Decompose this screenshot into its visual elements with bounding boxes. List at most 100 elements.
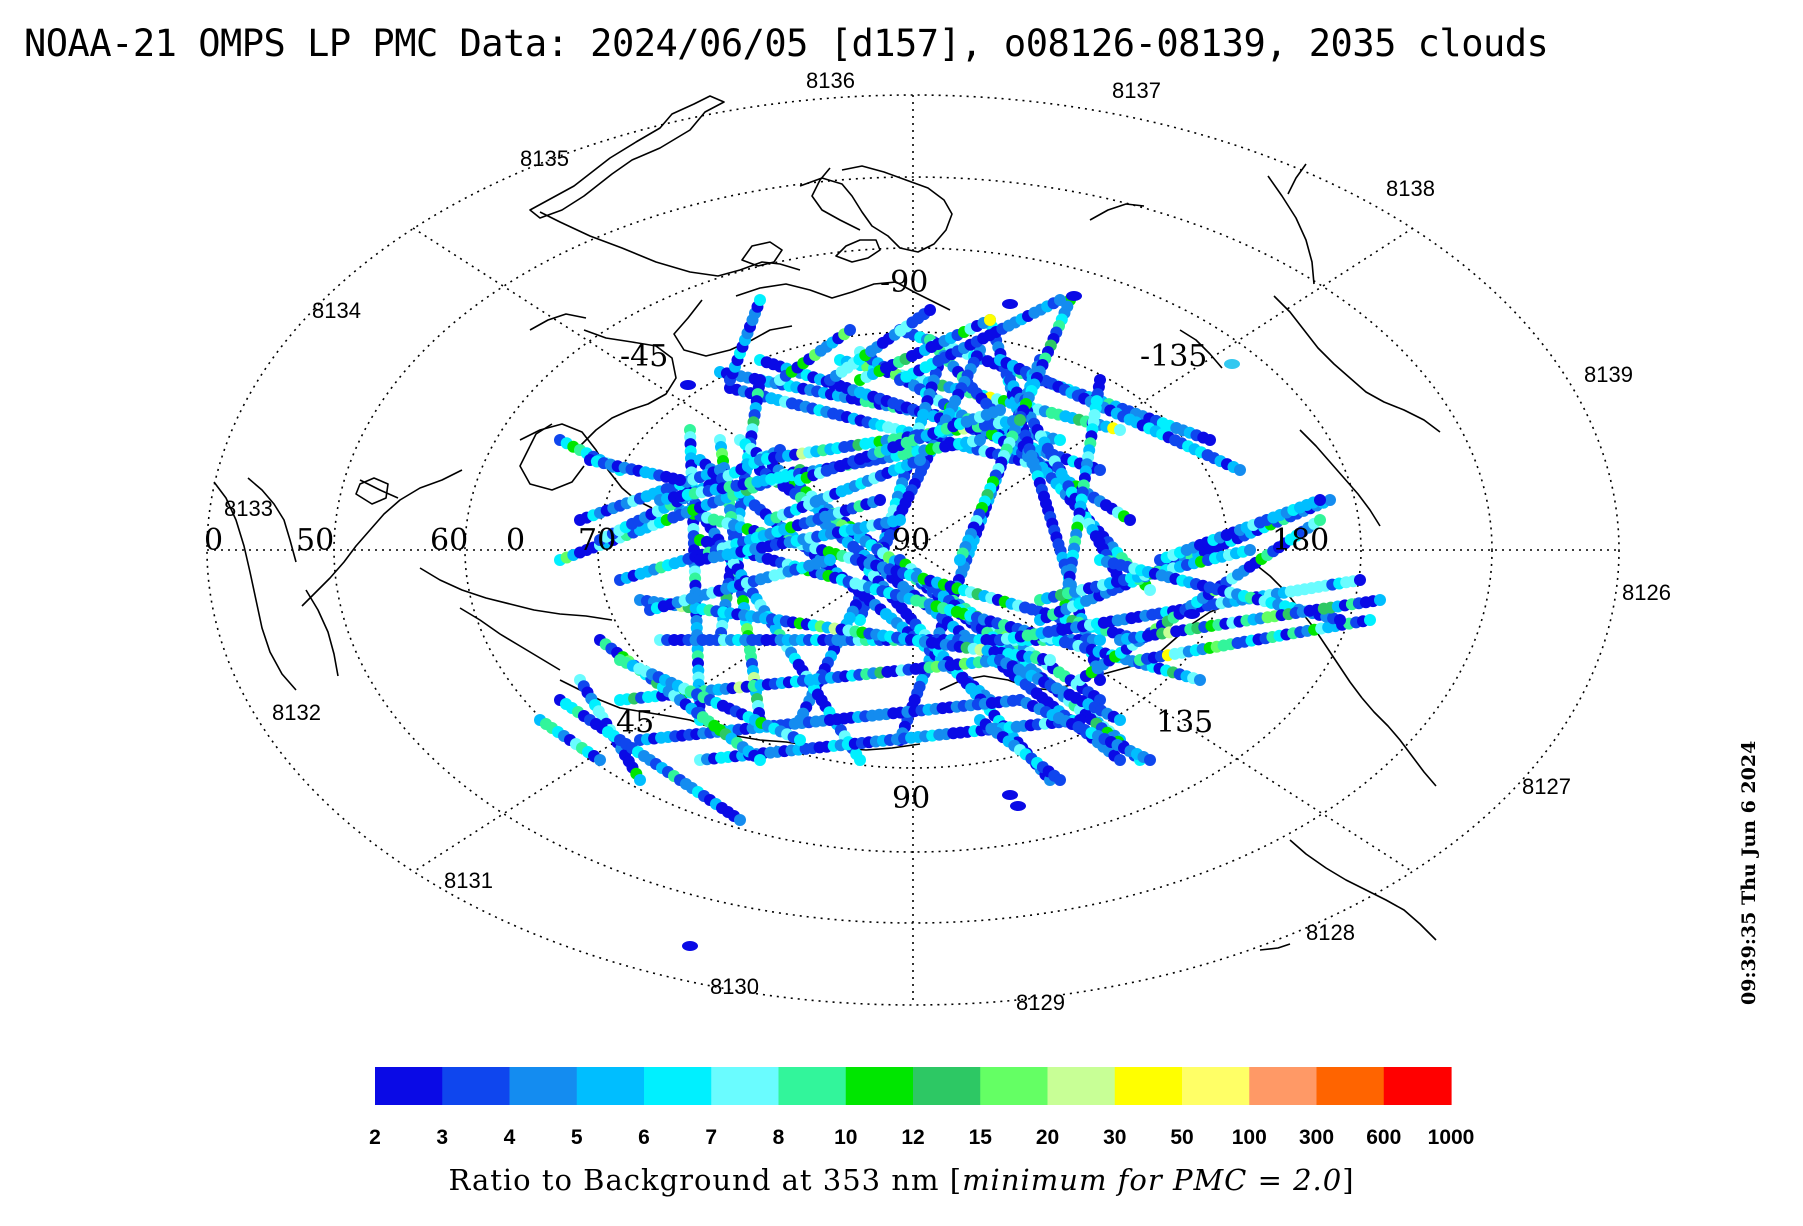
colorbar-tick-label: 2 [369, 1126, 381, 1149]
longitude-label: -90 [880, 265, 928, 300]
colorbar-swatch [1316, 1067, 1385, 1105]
orbit-label: 8138 [1386, 176, 1435, 201]
pmc-observation-point [924, 304, 936, 316]
pmc-observation-point [1066, 291, 1082, 301]
longitude-label: 180 [1272, 523, 1329, 558]
pmc-observation-point [794, 734, 806, 746]
colorbar-swatch [1047, 1067, 1116, 1105]
pmc-observation-point [874, 494, 886, 506]
colorbar-swatch [1114, 1067, 1183, 1105]
pmc-observation-point [1094, 464, 1106, 476]
longitude-label: 90 [892, 781, 930, 816]
pmc-observation-point [674, 474, 686, 486]
pmc-observation-point [1234, 464, 1246, 476]
longitude-label: -45 [620, 339, 668, 374]
colorbar-tick-label: 3 [436, 1126, 448, 1149]
colorbar-swatch [375, 1067, 443, 1105]
pmc-observation-point [1184, 609, 1200, 619]
pmc-observation-point [1334, 614, 1346, 626]
pmc-observation-point [894, 514, 906, 526]
latitude-label: 50 [296, 523, 334, 558]
colorbar-title-suffix: ] [1342, 1163, 1355, 1197]
pmc-observation-point [1010, 801, 1026, 811]
pmc-observation-point [1054, 434, 1066, 446]
colorbar [375, 1067, 1452, 1105]
colorbar-tick-label: 15 [969, 1126, 993, 1149]
pmc-observation-point [854, 754, 866, 766]
pmc-observation-point [1144, 754, 1156, 766]
colorbar-swatch [980, 1067, 1049, 1105]
colorbar-swatch [845, 1067, 914, 1105]
colorbar-swatch [644, 1067, 712, 1105]
colorbar-tick-label: 600 [1366, 1126, 1401, 1149]
colorbar-tick-label: 20 [1036, 1126, 1059, 1149]
colorbar-tick-label: 4 [504, 1126, 516, 1149]
pmc-observation-point [1114, 754, 1126, 766]
colorbar-swatch [442, 1067, 511, 1105]
pmc-observation-point [914, 454, 926, 466]
map-title: NOAA-21 OMPS LP PMC Data: 2024/06/05 [d1… [24, 22, 1549, 65]
longitude-label: 135 [1156, 705, 1213, 740]
pmc-observation-point [1364, 614, 1376, 626]
pmc-observation-point [594, 754, 606, 766]
lat-circle-50 [206, 94, 1620, 1006]
pmc-observation-point [1014, 414, 1026, 426]
pmc-observation-point [1002, 790, 1018, 800]
pmc-observation-point [1054, 294, 1066, 306]
pmc-observation-point [1144, 584, 1156, 596]
colorbar-tick-label: 30 [1103, 1126, 1126, 1149]
pmc-observation-point [1224, 359, 1240, 369]
timestamp: 09:39:35 Thu Jun 6 2024 [1738, 740, 1760, 1005]
latitude-label: 60 [430, 523, 468, 558]
orbit-label: 8139 [1584, 362, 1633, 387]
orbit-labels: 8136 8137 8135 8138 8134 8139 8133 8126 … [224, 68, 1671, 1015]
colorbar-tick-label: 8 [773, 1126, 785, 1149]
colorbar-tick-label: 300 [1299, 1126, 1334, 1149]
colorbar-swatch [913, 1067, 981, 1105]
colorbar-swatch [1383, 1067, 1452, 1105]
pmc-observation-point [682, 941, 698, 951]
pmc-observation-point [1114, 714, 1126, 726]
colorbar-title-prefix: Ratio to Background at 353 nm [ [448, 1163, 963, 1197]
orbit-label: 8137 [1112, 78, 1161, 103]
colorbar-tick-label: 1000 [1428, 1126, 1475, 1149]
colorbar-swatch [1182, 1067, 1250, 1105]
pmc-observation-point [1094, 634, 1106, 646]
orbit-label: 8132 [272, 700, 321, 725]
colorbar-tick-label: 100 [1232, 1126, 1267, 1149]
pmc-observation-point [734, 814, 746, 826]
colorbar-swatch [576, 1067, 645, 1105]
latitude-labels: 0 50 60 70 90 [204, 523, 930, 558]
latitude-label: 0 [204, 523, 223, 558]
pmc-observation-point [754, 754, 766, 766]
orbit-label: 8134 [312, 298, 361, 323]
pmc-observation-point [1044, 654, 1056, 666]
pmc-observation-point [1244, 544, 1256, 556]
colorbar-tick-label: 12 [901, 1126, 924, 1149]
longitude-grid [207, 95, 1619, 1005]
pmc-observation-point [1324, 494, 1336, 506]
pmc-observation-point [1094, 674, 1106, 686]
colorbar-swatch [778, 1067, 847, 1105]
pmc-observation-point [824, 554, 836, 566]
pmc-observation-point [844, 324, 856, 336]
pmc-observation-point [1354, 574, 1366, 586]
longitude-label: 45 [616, 705, 654, 740]
orbit-label: 8130 [710, 974, 759, 999]
orbit-label: 8129 [1016, 990, 1065, 1015]
pmc-orbit-tracks [534, 291, 1386, 951]
orbit-label: 8127 [1522, 774, 1571, 799]
latitude-label: 70 [578, 523, 616, 558]
longitude-label: 0 [506, 523, 525, 558]
longitude-labels: -90 -45 -135 0 180 45 135 90 [506, 265, 1329, 816]
colorbar-tick-label: 7 [705, 1126, 717, 1149]
colorbar-title-italic: minimum for PMC = 2.0 [962, 1163, 1343, 1197]
pmc-observation-point [1114, 424, 1126, 436]
latitude-label: 90 [892, 523, 930, 558]
pmc-observation-point [1374, 594, 1386, 606]
colorbar-title: Ratio to Background at 353 nm [minimum f… [0, 1163, 1803, 1197]
colorbar-tick-label: 50 [1170, 1126, 1193, 1149]
orbit-label: 8126 [1622, 580, 1671, 605]
pmc-observation-point [1054, 774, 1066, 786]
